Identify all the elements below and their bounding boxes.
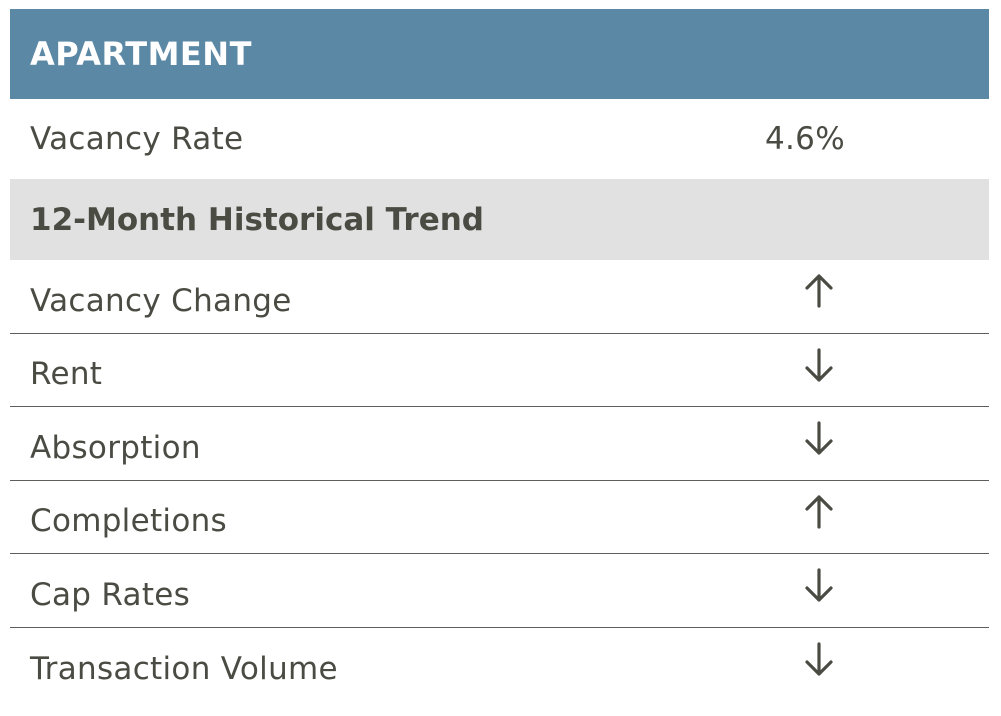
table-header: APARTMENT bbox=[10, 9, 989, 99]
vacancy-rate-label: Vacancy Rate bbox=[30, 121, 244, 157]
trend-row: Completions bbox=[10, 481, 989, 554]
trend-row: Transaction Volume bbox=[10, 628, 989, 702]
trend-label-vacancy-change: Vacancy Change bbox=[30, 282, 292, 319]
arrow-down-icon bbox=[805, 421, 833, 455]
arrow-down-icon bbox=[805, 641, 833, 676]
section-title: 12-Month Historical Trend bbox=[30, 201, 484, 238]
trend-row: Vacancy Change bbox=[10, 260, 989, 334]
arrow-up-icon bbox=[805, 274, 833, 308]
trend-row: Rent bbox=[10, 334, 989, 407]
arrow-up-icon bbox=[805, 494, 833, 529]
trend-label-transaction-volume: Transaction Volume bbox=[30, 651, 338, 687]
trend-label-completions: Completions bbox=[30, 503, 228, 539]
trend-row: Absorption bbox=[10, 407, 989, 481]
market-summary-table: APARTMENT Vacancy Rate 4.6% 12-Month His… bbox=[10, 9, 989, 701]
arrow-down-icon bbox=[805, 568, 833, 602]
trend-label-absorption: Absorption bbox=[30, 429, 201, 466]
header-title: APARTMENT bbox=[30, 35, 252, 73]
trend-label-cap-rates: Cap Rates bbox=[30, 576, 191, 613]
vacancy-rate-value: 4.6% bbox=[765, 121, 845, 157]
section-header: 12-Month Historical Trend bbox=[10, 179, 989, 260]
arrow-down-icon bbox=[805, 347, 833, 382]
trend-label-rent: Rent bbox=[30, 356, 103, 392]
vacancy-rate-row: Vacancy Rate 4.6% bbox=[10, 99, 989, 179]
trend-row: Cap Rates bbox=[10, 554, 989, 628]
